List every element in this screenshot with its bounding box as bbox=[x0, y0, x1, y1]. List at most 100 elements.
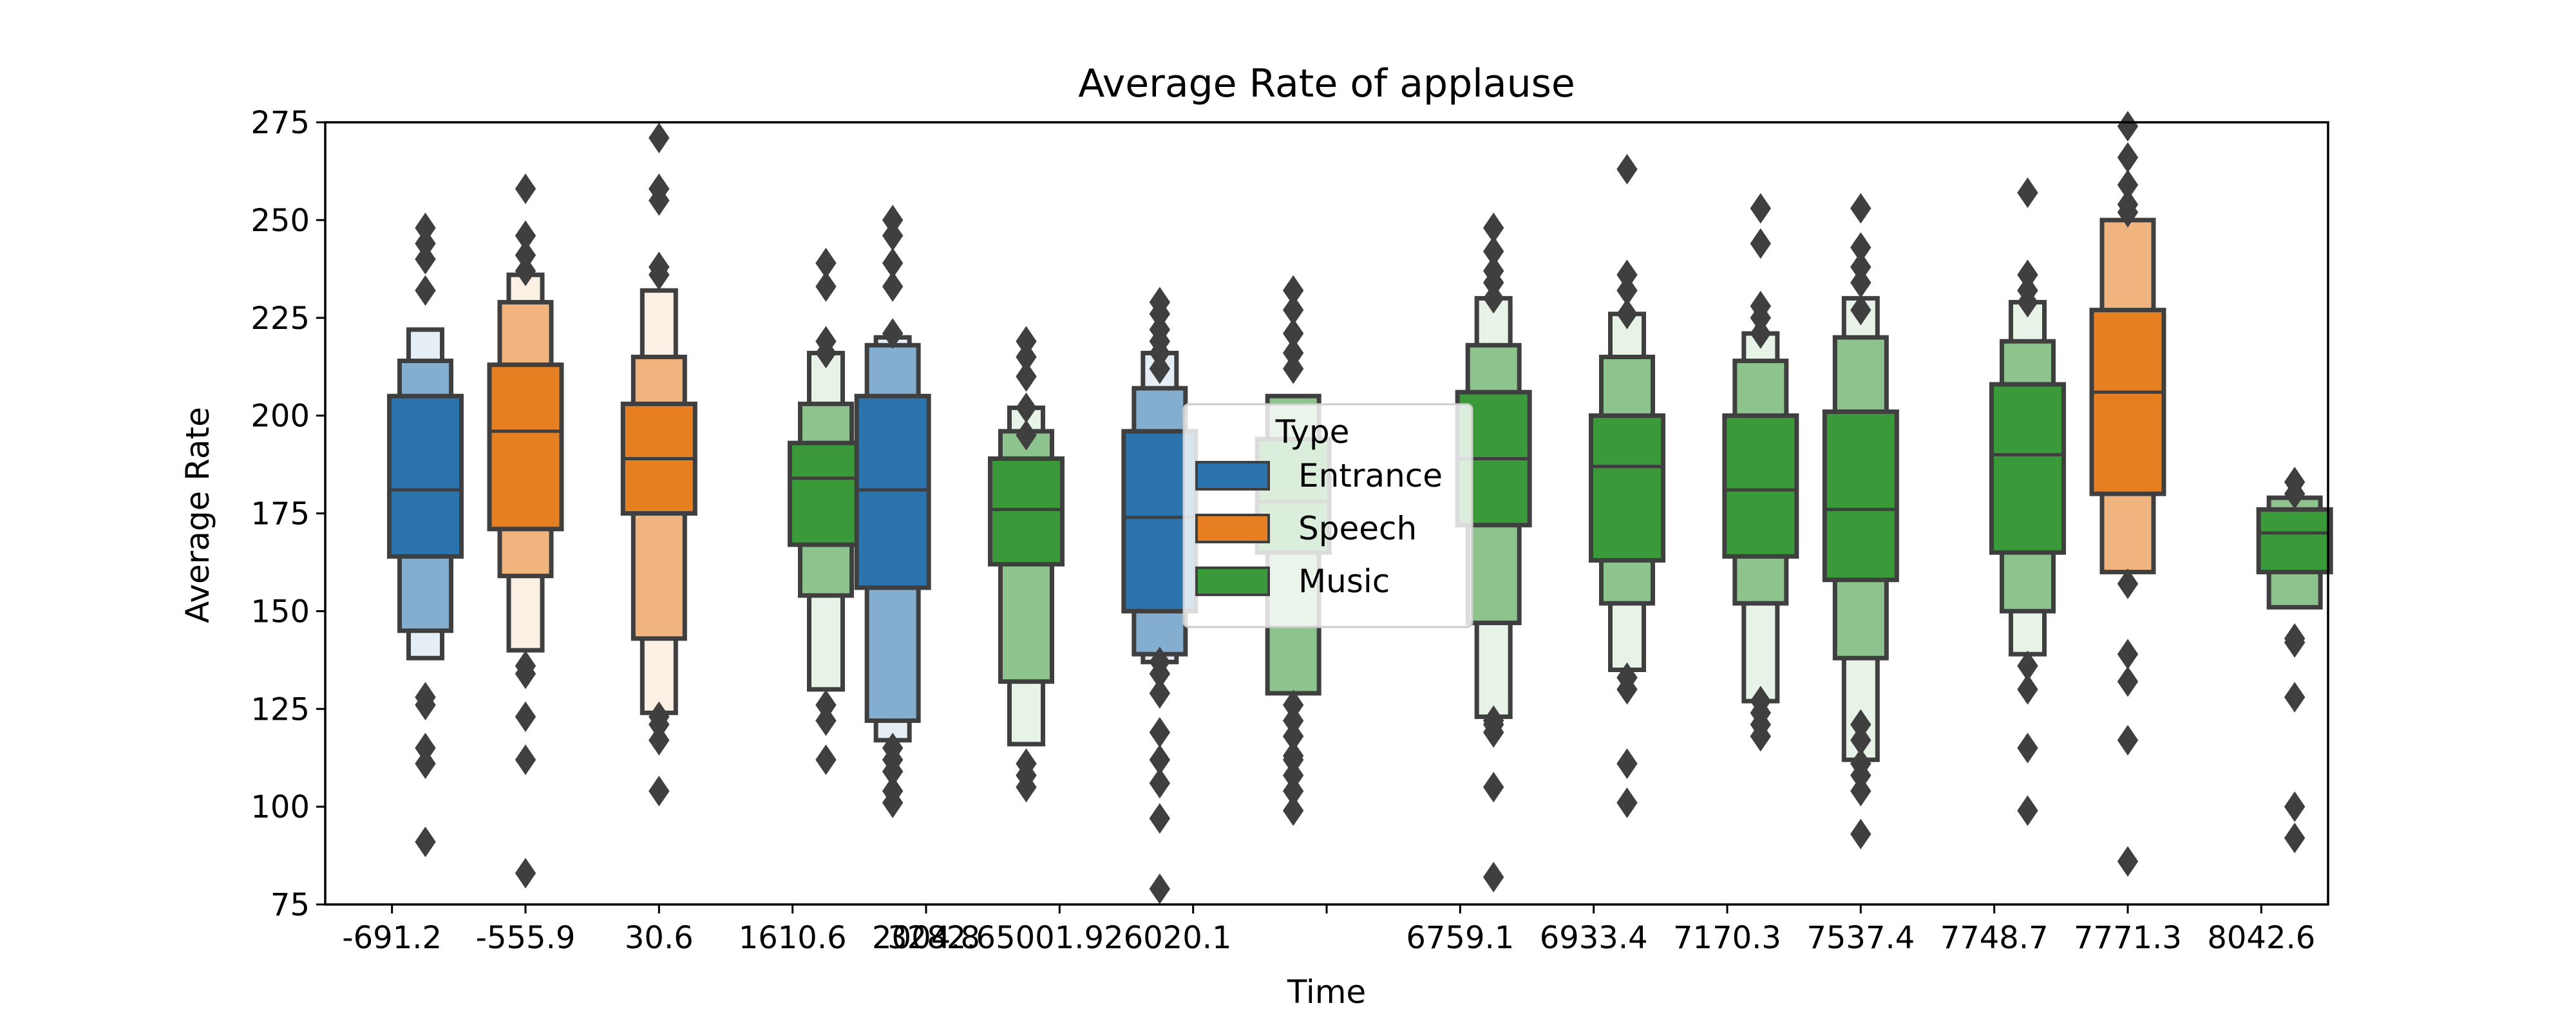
outlier-point bbox=[1850, 818, 1871, 850]
outlier-point bbox=[1016, 361, 1037, 392]
outlier-point bbox=[515, 173, 536, 205]
outlier-point bbox=[1750, 318, 1772, 349]
outlier-point bbox=[2284, 822, 2306, 854]
box-level-0 bbox=[1989, 382, 2066, 555]
outlier-point bbox=[1149, 314, 1171, 345]
outlier-point bbox=[1282, 721, 1304, 752]
outlier-point bbox=[882, 271, 904, 302]
x-tick-label: 3282.65001.926020.1 bbox=[887, 920, 1231, 956]
y-tick-label: 225 bbox=[251, 301, 310, 337]
legend-title: Type bbox=[1275, 413, 1350, 451]
y-tick-label: 250 bbox=[251, 203, 310, 239]
outlier-point bbox=[1016, 326, 1037, 357]
boxen-music-14 bbox=[2256, 467, 2333, 854]
outlier-point bbox=[2117, 169, 2139, 200]
outlier-point bbox=[1850, 725, 1871, 756]
outlier-point bbox=[1850, 748, 1871, 780]
outlier-point bbox=[882, 733, 904, 763]
outlier-point bbox=[1282, 337, 1304, 369]
outlier-point bbox=[882, 318, 904, 349]
boxen-entrance-4 bbox=[854, 205, 931, 818]
outlier-point bbox=[415, 827, 436, 857]
outlier-point bbox=[1282, 795, 1304, 826]
x-tick-label: 7771.3 bbox=[2074, 920, 2182, 956]
outlier-point bbox=[1282, 275, 1304, 306]
outlier-point bbox=[1750, 290, 1772, 322]
x-tick-label: 7537.4 bbox=[1806, 920, 1915, 956]
y-tick-label: 175 bbox=[251, 496, 310, 532]
outlier-point bbox=[1482, 256, 1504, 286]
outlier-point bbox=[2117, 666, 2139, 697]
outlier-point bbox=[1850, 267, 1871, 298]
outlier-point bbox=[515, 650, 536, 682]
outlier-point bbox=[1016, 420, 1037, 451]
outlier-point bbox=[415, 275, 436, 306]
outlier-point bbox=[1482, 771, 1504, 803]
outlier-point bbox=[1149, 353, 1171, 384]
outlier-point bbox=[2117, 568, 2139, 599]
y-tick-label: 275 bbox=[251, 105, 310, 141]
outlier-point bbox=[2117, 639, 2139, 670]
x-tick-label: -555.9 bbox=[476, 920, 576, 956]
outlier-point bbox=[1016, 392, 1037, 424]
outlier-point bbox=[1282, 294, 1304, 326]
y-tick-label: 150 bbox=[251, 594, 310, 630]
outlier-point bbox=[1149, 767, 1171, 799]
boxen-speech-1 bbox=[487, 173, 564, 889]
outlier-point bbox=[1149, 678, 1171, 709]
outlier-point bbox=[1016, 341, 1037, 373]
box-level-0 bbox=[2256, 507, 2333, 575]
x-tick-label: 30.6 bbox=[625, 920, 694, 956]
x-tick-label: 1610.6 bbox=[739, 920, 847, 956]
outlier-point bbox=[515, 239, 536, 271]
outlier-point bbox=[1616, 298, 1638, 330]
outlier-point bbox=[1149, 646, 1171, 678]
x-tick-label: 6933.4 bbox=[1540, 920, 1648, 956]
box-level-0 bbox=[387, 393, 464, 559]
outlier-point bbox=[2017, 795, 2038, 826]
outlier-point bbox=[1850, 251, 1871, 283]
outlier-point bbox=[1616, 154, 1638, 185]
outlier-point bbox=[2117, 725, 2139, 756]
boxen-music-11 bbox=[1822, 192, 1899, 850]
outlier-point bbox=[1282, 689, 1304, 720]
y-axis-label: Average Rate bbox=[179, 407, 216, 623]
outlier-point bbox=[515, 857, 536, 889]
axes: 75 100 125 150 175 200 225 250 275 -691.2 -555.9 30… bbox=[251, 105, 2329, 956]
outlier-point bbox=[882, 205, 904, 236]
outlier-point bbox=[815, 744, 837, 775]
outlier-point bbox=[415, 733, 436, 763]
outlier-point bbox=[1149, 803, 1171, 834]
x-tick-label: 7170.3 bbox=[1673, 920, 1781, 956]
outlier-point bbox=[515, 701, 536, 733]
boxen-speech-13 bbox=[2089, 111, 2166, 877]
boxen-music-5 bbox=[988, 326, 1065, 803]
outlier-point bbox=[2284, 467, 2306, 498]
legend-swatch-music bbox=[1195, 566, 1270, 596]
outlier-point bbox=[2017, 275, 2038, 306]
outlier-point bbox=[649, 173, 670, 205]
outlier-point bbox=[1850, 294, 1871, 326]
outlier-point bbox=[1282, 776, 1304, 807]
outlier-point bbox=[1482, 861, 1504, 893]
outlier-point bbox=[649, 725, 670, 756]
outlier-point bbox=[1850, 776, 1871, 807]
outlier-point bbox=[415, 243, 436, 275]
outlier-point bbox=[882, 220, 904, 251]
outlier-point bbox=[1016, 748, 1037, 780]
box-level-0 bbox=[1589, 413, 1665, 563]
box-level-0 bbox=[1822, 409, 1899, 583]
outlier-point bbox=[1616, 275, 1638, 306]
x-tick-label: -691.2 bbox=[342, 920, 442, 956]
box-level-0 bbox=[487, 362, 564, 532]
x-axis-label: Time bbox=[1287, 973, 1366, 1011]
outlier-point bbox=[2117, 142, 2139, 173]
outlier-point bbox=[1282, 740, 1304, 771]
outlier-point bbox=[2117, 189, 2139, 220]
outlier-point bbox=[649, 701, 670, 733]
y-tick-label: 75 bbox=[270, 887, 310, 923]
outlier-point bbox=[1482, 283, 1504, 314]
outlier-point bbox=[649, 251, 670, 283]
outlier-point bbox=[1282, 705, 1304, 736]
outlier-point bbox=[2017, 177, 2038, 209]
